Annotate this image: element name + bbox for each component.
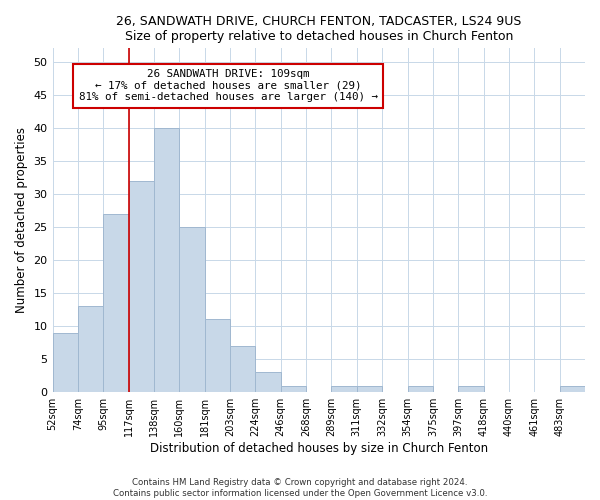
Bar <box>103 214 128 392</box>
Bar <box>331 386 357 392</box>
Bar <box>78 306 103 392</box>
Bar <box>154 128 179 392</box>
Text: Contains HM Land Registry data © Crown copyright and database right 2024.
Contai: Contains HM Land Registry data © Crown c… <box>113 478 487 498</box>
Text: 26 SANDWATH DRIVE: 109sqm
← 17% of detached houses are smaller (29)
81% of semi-: 26 SANDWATH DRIVE: 109sqm ← 17% of detac… <box>79 69 378 102</box>
Title: 26, SANDWATH DRIVE, CHURCH FENTON, TADCASTER, LS24 9US
Size of property relative: 26, SANDWATH DRIVE, CHURCH FENTON, TADCA… <box>116 15 521 43</box>
Bar <box>407 386 433 392</box>
Bar <box>560 386 585 392</box>
X-axis label: Distribution of detached houses by size in Church Fenton: Distribution of detached houses by size … <box>150 442 488 455</box>
Bar <box>53 332 78 392</box>
Y-axis label: Number of detached properties: Number of detached properties <box>15 128 28 314</box>
Bar <box>128 180 154 392</box>
Bar <box>256 372 281 392</box>
Bar <box>458 386 484 392</box>
Bar <box>179 227 205 392</box>
Bar <box>357 386 382 392</box>
Bar <box>205 320 230 392</box>
Bar <box>230 346 256 392</box>
Bar <box>281 386 306 392</box>
